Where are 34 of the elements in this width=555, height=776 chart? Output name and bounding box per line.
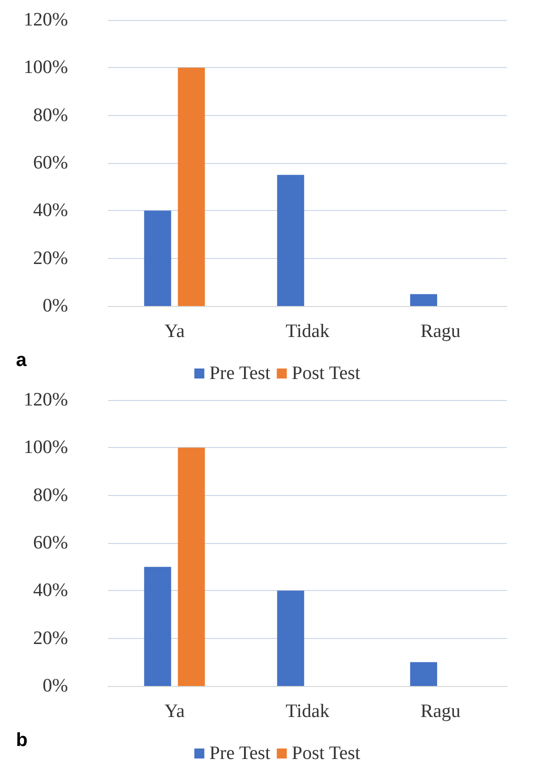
- y-tick-label: 20%: [33, 248, 68, 269]
- x-tick-label: Tidak: [286, 701, 330, 722]
- y-tick-label: 80%: [33, 484, 68, 506]
- legend-label: Pre Test: [209, 743, 272, 764]
- y-tick-label: 60%: [33, 152, 68, 174]
- x-tick-label: Ya: [164, 701, 186, 722]
- bar: [410, 294, 438, 306]
- x-tick-label: Ragu: [420, 321, 462, 342]
- bar: [410, 662, 438, 686]
- x-tick-label: Tidak: [286, 321, 330, 342]
- bar: [277, 174, 304, 306]
- bar: [178, 68, 205, 306]
- y-tick-label: 80%: [33, 104, 68, 126]
- y-tick-label: 120%: [24, 10, 68, 30]
- y-tick-label: 0%: [42, 296, 68, 316]
- bar: [144, 566, 172, 686]
- x-tick-label: Ragu: [420, 701, 462, 722]
- x-tick-label: Ya: [164, 321, 186, 342]
- text: b: [16, 730, 28, 751]
- text: a: [16, 350, 27, 371]
- y-tick-label: 100%: [24, 437, 68, 458]
- legend-label: Pre Test: [209, 363, 272, 384]
- legend-label: Post Test: [292, 743, 362, 764]
- y-tick-label: 0%: [42, 676, 68, 696]
- y-tick-label: 40%: [33, 580, 68, 602]
- bar: [144, 210, 172, 306]
- legend-label: Post Test: [292, 363, 362, 384]
- y-tick-label: 40%: [33, 200, 68, 222]
- bar: [178, 448, 205, 686]
- bar: [277, 590, 304, 686]
- y-tick-label: 100%: [24, 57, 68, 78]
- y-tick-label: 120%: [24, 390, 68, 410]
- y-tick-label: 20%: [33, 628, 68, 649]
- y-tick-label: 60%: [33, 532, 68, 554]
